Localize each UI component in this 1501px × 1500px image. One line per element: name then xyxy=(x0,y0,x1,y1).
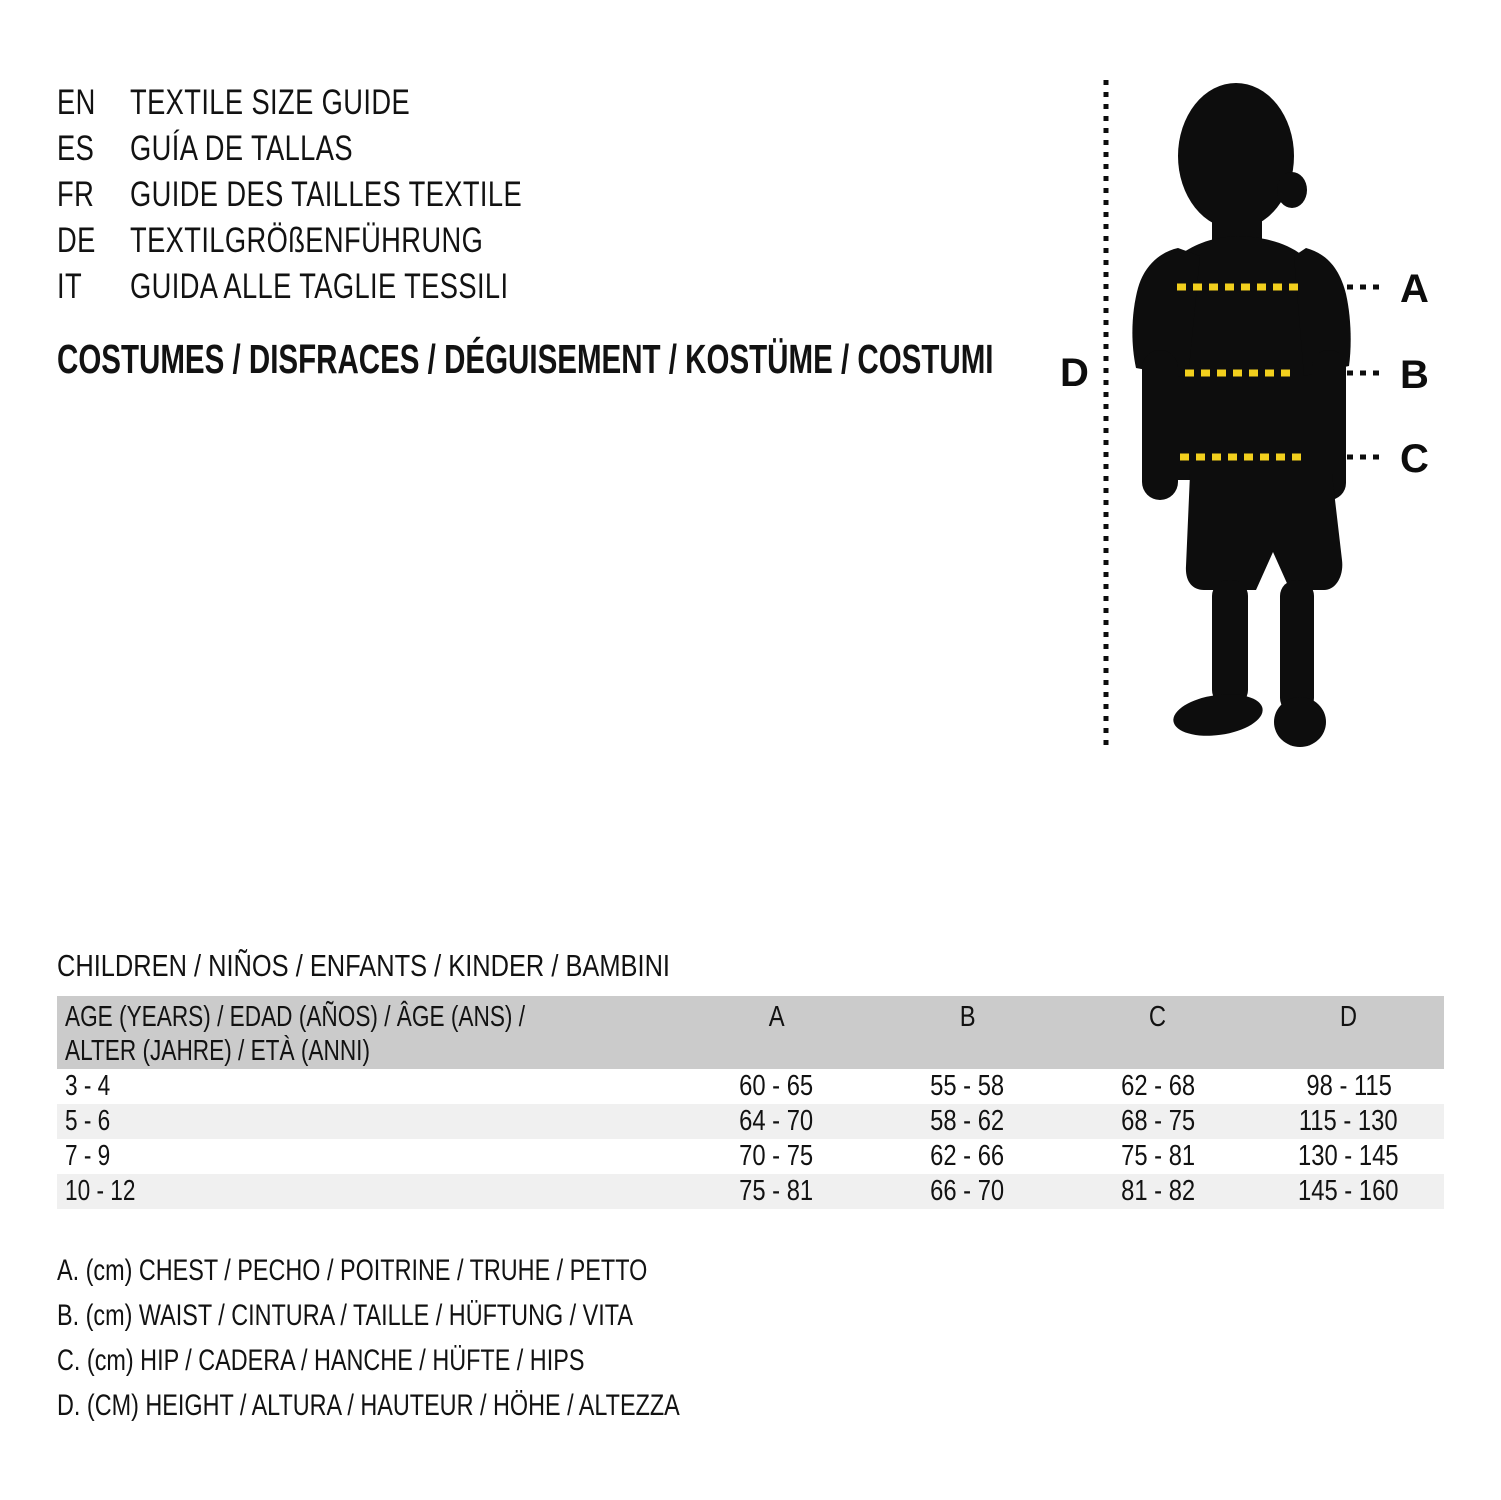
cell-chest: 70 - 75 xyxy=(739,1139,814,1172)
header-col-a: A xyxy=(681,996,872,1069)
cell-waist: 66 - 70 xyxy=(930,1174,1005,1207)
table-row: 10 - 12 75 - 81 66 - 70 81 - 82 145 - 16… xyxy=(57,1173,1444,1209)
header-col-d: D xyxy=(1253,996,1444,1069)
cell-height: 115 - 130 xyxy=(1299,1104,1398,1137)
cell-chest: 75 - 81 xyxy=(739,1174,814,1207)
cell-chest: 60 - 65 xyxy=(739,1069,814,1102)
cell-age: 5 - 6 xyxy=(65,1104,111,1137)
category-title-text: COSTUMES / DISFRACES / DÉGUISEMENT / KOS… xyxy=(57,336,994,382)
table-row: 3 - 4 60 - 65 55 - 58 62 - 68 98 - 115 xyxy=(57,1069,1444,1104)
measurement-figure: D A B C xyxy=(1040,60,1460,760)
ear-shape xyxy=(1277,172,1307,208)
lang-row-fr: FR GUIDE DES TAILLES TEXTILE xyxy=(57,172,633,218)
lang-row-de: DE TEXTILGRÖßENFÜHRUNG xyxy=(57,218,633,264)
size-table: AGE (YEARS) / EDAD (AÑOS) / ÂGE (ANS) / … xyxy=(57,996,1444,1209)
category-title: COSTUMES / DISFRACES / DÉGUISEMENT / KOS… xyxy=(57,336,1358,383)
table-row: 5 - 6 64 - 70 58 - 62 68 - 75 115 - 130 xyxy=(57,1103,1444,1139)
measurement-legend: A. (cm) CHEST / PECHO / POITRINE / TRUHE… xyxy=(57,1248,855,1428)
cell-hip: 75 - 81 xyxy=(1120,1139,1195,1172)
cell-height: 130 - 145 xyxy=(1298,1139,1399,1172)
label-c: C xyxy=(1400,437,1429,481)
label-d: D xyxy=(1060,351,1089,395)
lang-title: GUÍA DE TALLAS xyxy=(130,129,353,168)
lang-code: DE xyxy=(57,221,96,260)
label-b: B xyxy=(1400,353,1429,397)
cell-hip: 81 - 82 xyxy=(1120,1174,1195,1207)
right-arm-shape xyxy=(1312,350,1346,500)
torso-shape xyxy=(1152,236,1332,480)
right-sleeve-shape xyxy=(1294,248,1351,376)
lang-title: GUIDA ALLE TAGLIE TESSILI xyxy=(130,267,509,306)
child-silhouette-icon xyxy=(1132,83,1351,747)
label-a: A xyxy=(1400,267,1429,311)
cell-waist: 55 - 58 xyxy=(930,1069,1005,1102)
lang-title: GUIDE DES TAILLES TEXTILE xyxy=(130,175,523,214)
lang-code: EN xyxy=(57,83,96,122)
cell-waist: 62 - 66 xyxy=(930,1139,1005,1172)
cell-age: 7 - 9 xyxy=(65,1139,111,1172)
lang-title: TEXTILE SIZE GUIDE xyxy=(130,83,411,122)
right-shoe-shape xyxy=(1274,697,1326,747)
lang-code: IT xyxy=(57,267,83,306)
cell-age: 10 - 12 xyxy=(65,1174,136,1207)
size-table-header-row: AGE (YEARS) / EDAD (AÑOS) / ÂGE (ANS) / … xyxy=(57,996,1444,1069)
measurement-figure-svg: D A B C xyxy=(1060,80,1429,748)
lang-row-en: EN TEXTILE SIZE GUIDE xyxy=(57,80,633,126)
legend-item-chest: A. (cm) CHEST / PECHO / POITRINE / TRUHE… xyxy=(57,1254,648,1287)
legend-item-height: D. (CM) HEIGHT / ALTURA / HAUTEUR / HÖHE… xyxy=(57,1389,680,1422)
language-title-list: EN TEXTILE SIZE GUIDE ES GUÍA DE TALLAS FR… xyxy=(57,80,633,310)
lang-row-es: ES GUÍA DE TALLAS xyxy=(57,126,633,172)
cell-age: 3 - 4 xyxy=(65,1069,111,1102)
header-age: AGE (YEARS) / EDAD (AÑOS) / ÂGE (ANS) / … xyxy=(57,996,682,1069)
head-shape xyxy=(1178,83,1294,229)
table-title: CHILDREN / NIÑOS / ENFANTS / KINDER / BA… xyxy=(57,948,805,984)
legend-item-hip: C. (cm) HIP / CADERA / HANCHE / HÜFTE / … xyxy=(57,1344,585,1377)
header-col-b: B xyxy=(871,996,1063,1069)
lang-code: ES xyxy=(57,129,95,168)
table-row: 7 - 9 70 - 75 62 - 66 75 - 81 130 - 145 xyxy=(57,1139,1444,1174)
right-leg-shape xyxy=(1280,580,1314,714)
cell-hip: 68 - 75 xyxy=(1120,1104,1195,1137)
cell-height: 98 - 115 xyxy=(1305,1069,1392,1102)
left-sleeve-shape xyxy=(1132,248,1200,378)
left-shoe-shape xyxy=(1173,694,1263,736)
cell-hip: 62 - 68 xyxy=(1120,1069,1195,1102)
table-title-text: CHILDREN / NIÑOS / ENFANTS / KINDER / BA… xyxy=(57,948,671,983)
shorts-shape xyxy=(1185,474,1343,590)
cell-chest: 64 - 70 xyxy=(739,1104,814,1137)
left-leg-shape xyxy=(1212,580,1248,706)
cell-waist: 58 - 62 xyxy=(930,1104,1005,1137)
header-col-c: C xyxy=(1062,996,1254,1069)
left-arm-shape xyxy=(1142,350,1178,500)
cell-height: 145 - 160 xyxy=(1298,1174,1399,1207)
legend-item-waist: B. (cm) WAIST / CINTURA / TAILLE / HÜFTU… xyxy=(57,1299,633,1332)
lang-title: TEXTILGRÖßENFÜHRUNG xyxy=(130,221,484,260)
lang-row-it: IT GUIDA ALLE TAGLIE TESSILI xyxy=(57,264,633,310)
lang-code: FR xyxy=(57,175,95,214)
